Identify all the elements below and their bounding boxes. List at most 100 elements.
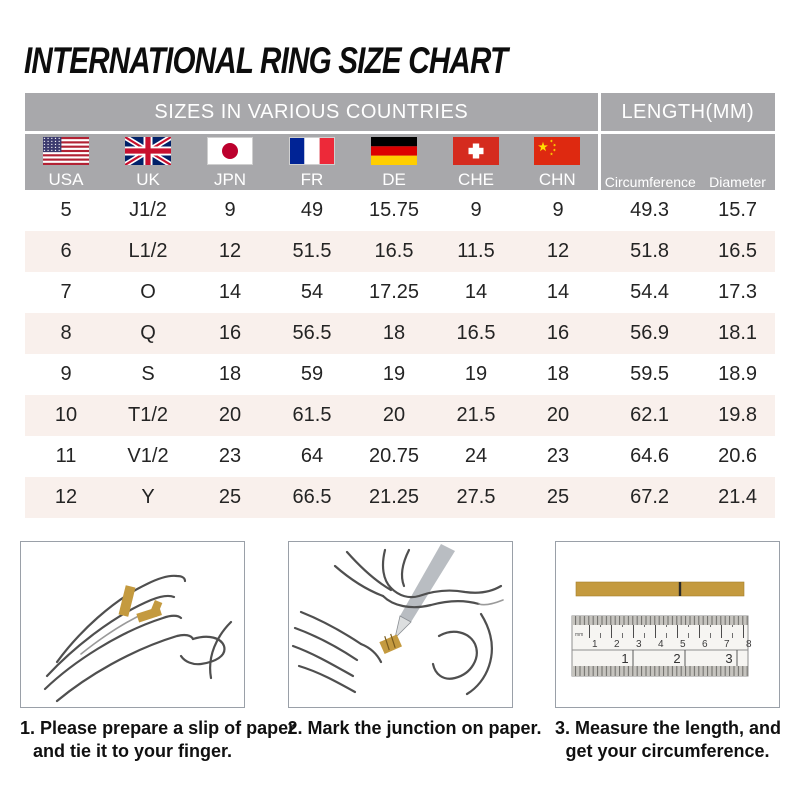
table-row: 11 V1/2 23 64 20.75 24 23 64.6 20.6	[25, 436, 775, 477]
ruler-number: 7	[724, 639, 730, 650]
ruler-number: 2	[673, 651, 680, 666]
size-cell: 20	[546, 404, 570, 426]
hand-with-paper-strip-illustration	[43, 574, 233, 703]
ruler-inch-numbers: 1 2 3	[621, 651, 732, 666]
ring-size-table: SIZES IN VARIOUS COUNTRIES LENGTH(MM)	[25, 93, 776, 518]
size-cell: 20	[382, 404, 406, 426]
size-cell: J1/2	[129, 199, 167, 221]
step-2-illustration-box	[287, 541, 513, 708]
size-cell: 62.1	[630, 404, 670, 426]
size-cell: Y	[141, 486, 155, 508]
step-3-caption: 3. Measure the length, and get your circ…	[555, 718, 782, 762]
ruler-number: 6	[702, 639, 708, 650]
size-cell: 20	[218, 404, 242, 426]
size-cell: 18	[382, 322, 406, 344]
size-cell: 21.5	[456, 404, 496, 426]
table-row: 8 Q 16 56.5 18 16.5 16 56.9 18.1	[25, 313, 776, 354]
ruler-number: 3	[725, 651, 732, 666]
size-cell: 17.25	[368, 281, 420, 303]
size-cell: 16	[546, 322, 570, 344]
table-row: 5 J1/2 9 49 15.75 9 9 49.3 15.7	[25, 190, 775, 231]
size-cell: 54.4	[630, 281, 670, 303]
table-row: 7 O 14 54 17.25 14 14 54.4 17.3	[25, 272, 775, 313]
usa-flag-icon	[43, 137, 89, 165]
ruler-unit-label: mm	[575, 632, 583, 638]
diameter-column-header: Diameter	[700, 132, 776, 190]
size-cell: 18.1	[718, 322, 758, 344]
size-cell: 19.8	[718, 404, 758, 426]
paper-strip	[575, 581, 745, 597]
switzerland-flag-icon	[453, 137, 499, 165]
size-cell: 9	[224, 199, 236, 221]
size-cell: 25	[546, 486, 570, 508]
length-group-header: LENGTH(MM)	[597, 93, 776, 134]
size-cell: 20.75	[368, 445, 420, 467]
size-cell: 64.6	[630, 445, 670, 467]
ruler-number: 2	[614, 639, 620, 650]
country-code-label: UK	[136, 170, 160, 189]
size-cell: 19	[382, 363, 406, 385]
size-cell: 14	[464, 281, 488, 303]
france-flag-icon	[289, 137, 335, 165]
ruler-number: 5	[680, 639, 686, 650]
size-cell: 7	[60, 281, 72, 303]
size-cell: 21.25	[368, 486, 420, 508]
table-row: 9 S 18 59 19 19 18 59.5 18.9	[25, 354, 775, 395]
size-cell: O	[140, 281, 156, 303]
size-cell: 17.3	[718, 281, 758, 303]
column-header-jpn: JPN	[189, 132, 271, 190]
size-cell: 11	[55, 445, 77, 467]
size-cell: 9	[60, 363, 72, 385]
step-1-illustration-box	[20, 541, 245, 708]
size-cell: 56.5	[292, 322, 332, 344]
size-cell: 19	[464, 363, 488, 385]
ruler-number: 1	[621, 651, 628, 666]
size-cell: 16	[218, 322, 242, 344]
size-cell: 56.9	[630, 322, 670, 344]
size-cell: 18	[218, 363, 242, 385]
size-cell: 12	[54, 486, 78, 508]
size-cell: Q	[140, 322, 156, 344]
size-cell: 61.5	[292, 404, 332, 426]
pen-marking-junction-illustration	[291, 544, 504, 696]
ruler-number: 3	[636, 639, 642, 650]
column-header-fr: FR	[271, 132, 353, 190]
ruler-number: 8	[746, 639, 752, 650]
size-cell: 14	[218, 281, 242, 303]
country-code-label: DE	[382, 170, 406, 189]
country-code-label: JPN	[213, 170, 247, 189]
size-cell: 11.5	[457, 240, 495, 262]
ruler-cm-numbers: 1 2 3 4 5 6 7 8	[592, 639, 752, 650]
size-cell: S	[141, 363, 155, 385]
size-cell: 12	[546, 240, 570, 262]
size-cell: 23	[218, 445, 242, 467]
table-group-header-row: SIZES IN VARIOUS COUNTRIES LENGTH(MM)	[25, 93, 776, 134]
size-cell: 14	[546, 281, 570, 303]
size-cell: 18.9	[718, 363, 758, 385]
size-cell: 8	[60, 322, 72, 344]
size-cell: 6	[60, 240, 72, 262]
size-cell: 18	[546, 363, 570, 385]
table-row: 6 L1/2 12 51.5 16.5 11.5 12 51.8 16.5	[25, 231, 776, 272]
country-code-label: CHN	[538, 170, 576, 189]
table-row: 10 T1/2 20 61.5 20 21.5 20 62.1 19.8	[25, 395, 776, 436]
step-1-caption: 1. Please prepare a slip of paper and ti…	[20, 718, 296, 762]
size-cell: T1/2	[127, 404, 169, 426]
size-cell: 64	[300, 445, 324, 467]
size-cell: 5	[60, 199, 72, 221]
size-cell: 20.6	[718, 445, 758, 467]
step-2: 2. Mark the junction on paper.	[287, 541, 542, 763]
size-cell: 59	[300, 363, 324, 385]
country-code-label: CHE	[458, 170, 494, 189]
size-cell: 67.2	[630, 486, 670, 508]
country-code-label: FR	[300, 170, 324, 189]
column-header-usa: USA	[25, 132, 107, 190]
size-cell: 16.5	[718, 240, 758, 262]
step-1: 1. Please prepare a slip of paper and ti…	[20, 541, 296, 763]
size-cell: 23	[546, 445, 570, 467]
size-cell: L1/2	[128, 240, 168, 262]
size-cell: 51.8	[630, 240, 670, 262]
column-header-de: DE	[353, 132, 435, 190]
